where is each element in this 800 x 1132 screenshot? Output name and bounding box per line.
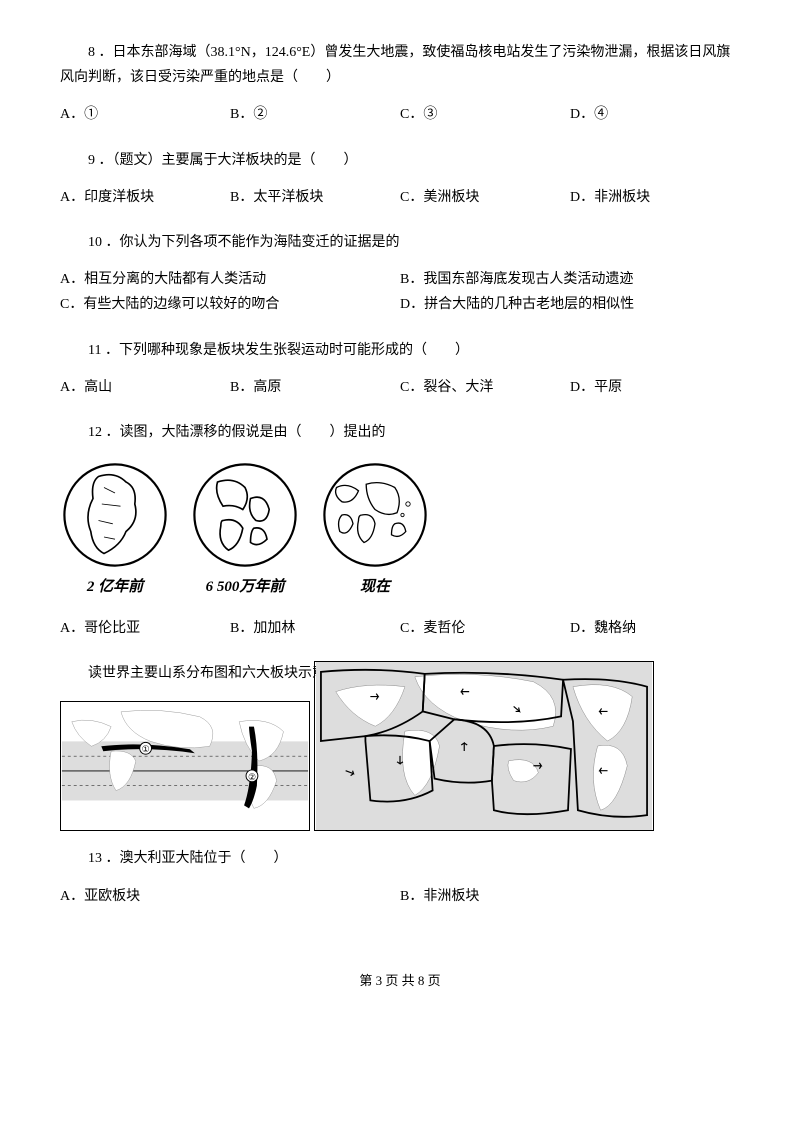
option-a: A．印度洋板块 bbox=[60, 185, 230, 210]
svg-text:②: ② bbox=[248, 772, 256, 782]
question-12: 12 ．读图，大陆漂移的假说是由（ ）提出的 2 亿年前 6 500万年前 bbox=[60, 420, 740, 641]
option-b: B．我国东部海底发现古人类活动遗迹 bbox=[400, 267, 740, 292]
option-c: C．有些大陆的边缘可以较好的吻合 bbox=[60, 292, 400, 317]
globe-diagram-row: 2 亿年前 6 500万年前 现在 bbox=[60, 460, 740, 601]
mountain-map-icon: ① ② bbox=[60, 701, 310, 831]
question-10: 10 ．你认为下列各项不能作为海陆变迁的证据是的 A．相互分离的大陆都有人类活动… bbox=[60, 230, 740, 318]
option-a: A．① bbox=[60, 102, 230, 127]
question-9: 9 ．（题文）主要属于大洋板块的是（ ） A．印度洋板块 B．太平洋板块 C．美… bbox=[60, 148, 740, 210]
option-c: C．③ bbox=[400, 102, 570, 127]
question-8-options: A．① B．② C．③ D．④ bbox=[60, 102, 740, 127]
question-12-options: A．哥伦比亚 B．加加林 C．麦哲伦 D．魏格纳 bbox=[60, 616, 740, 641]
option-c: C．美洲板块 bbox=[400, 185, 570, 210]
option-a: A．相互分离的大陆都有人类活动 bbox=[60, 267, 400, 292]
option-a: A．哥伦比亚 bbox=[60, 616, 230, 641]
option-d: D．非洲板块 bbox=[570, 185, 740, 210]
question-9-text: 9 ．（题文）主要属于大洋板块的是（ ） bbox=[60, 148, 740, 173]
question-9-options: A．印度洋板块 B．太平洋板块 C．美洲板块 D．非洲板块 bbox=[60, 185, 740, 210]
option-b: B．高原 bbox=[230, 375, 400, 400]
question-12-text: 12 ．读图，大陆漂移的假说是由（ ）提出的 bbox=[60, 420, 740, 445]
option-d: D．魏格纳 bbox=[570, 616, 740, 641]
question-8: 8 ．日本东部海域（38.1°N，124.6°E）曾发生大地震，致使福岛核电站发… bbox=[60, 40, 740, 128]
globe-2: 6 500万年前 bbox=[190, 460, 300, 601]
question-13-options: A．亚欧板块 B．非洲板块 bbox=[60, 884, 740, 909]
option-d: D．拼合大陆的几种古老地层的相似性 bbox=[400, 292, 740, 317]
option-b: B．加加林 bbox=[230, 616, 400, 641]
question-10-text: 10 ．你认为下列各项不能作为海陆变迁的证据是的 bbox=[60, 230, 740, 255]
question-13: 13 ．澳大利亚大陆位于（ ） A．亚欧板块 B．非洲板块 bbox=[60, 846, 740, 908]
plate-map-icon bbox=[314, 661, 654, 831]
option-c: C．麦哲伦 bbox=[400, 616, 570, 641]
option-c: C．裂谷、大洋 bbox=[400, 375, 570, 400]
globe-2-label: 6 500万年前 bbox=[206, 574, 285, 601]
question-8-text: 8 ．日本东部海域（38.1°N，124.6°E）曾发生大地震，致使福岛核电站发… bbox=[60, 40, 740, 90]
question-10-options: A．相互分离的大陆都有人类活动 B．我国东部海底发现古人类活动遗迹 C．有些大陆… bbox=[60, 267, 740, 317]
svg-text:①: ① bbox=[142, 745, 150, 755]
globe-3: 现在 bbox=[320, 460, 430, 601]
question-11: 11 ．下列哪种现象是板块发生张裂运动时可能形成的（ ） A．高山 B．高原 C… bbox=[60, 338, 740, 400]
question-11-options: A．高山 B．高原 C．裂谷、大洋 D．平原 bbox=[60, 375, 740, 400]
page-footer: 第 3 页 共 8 页 bbox=[60, 969, 740, 992]
option-b: B．② bbox=[230, 102, 400, 127]
option-b: B．非洲板块 bbox=[400, 884, 740, 909]
question-13-text: 13 ．澳大利亚大陆位于（ ） bbox=[60, 846, 740, 871]
option-a: A．亚欧板块 bbox=[60, 884, 400, 909]
option-b: B．太平洋板块 bbox=[230, 185, 400, 210]
map-diagram-row: ① ② bbox=[60, 701, 740, 831]
question-11-text: 11 ．下列哪种现象是板块发生张裂运动时可能形成的（ ） bbox=[60, 338, 740, 363]
globe-1-label: 2 亿年前 bbox=[87, 574, 143, 601]
option-d: D．④ bbox=[570, 102, 740, 127]
option-d: D．平原 bbox=[570, 375, 740, 400]
globe-3-label: 现在 bbox=[360, 574, 390, 601]
globe-modern-icon bbox=[320, 460, 430, 570]
globe-separating-icon bbox=[190, 460, 300, 570]
option-a: A．高山 bbox=[60, 375, 230, 400]
globe-1: 2 亿年前 bbox=[60, 460, 170, 601]
globe-pangea-icon bbox=[60, 460, 170, 570]
